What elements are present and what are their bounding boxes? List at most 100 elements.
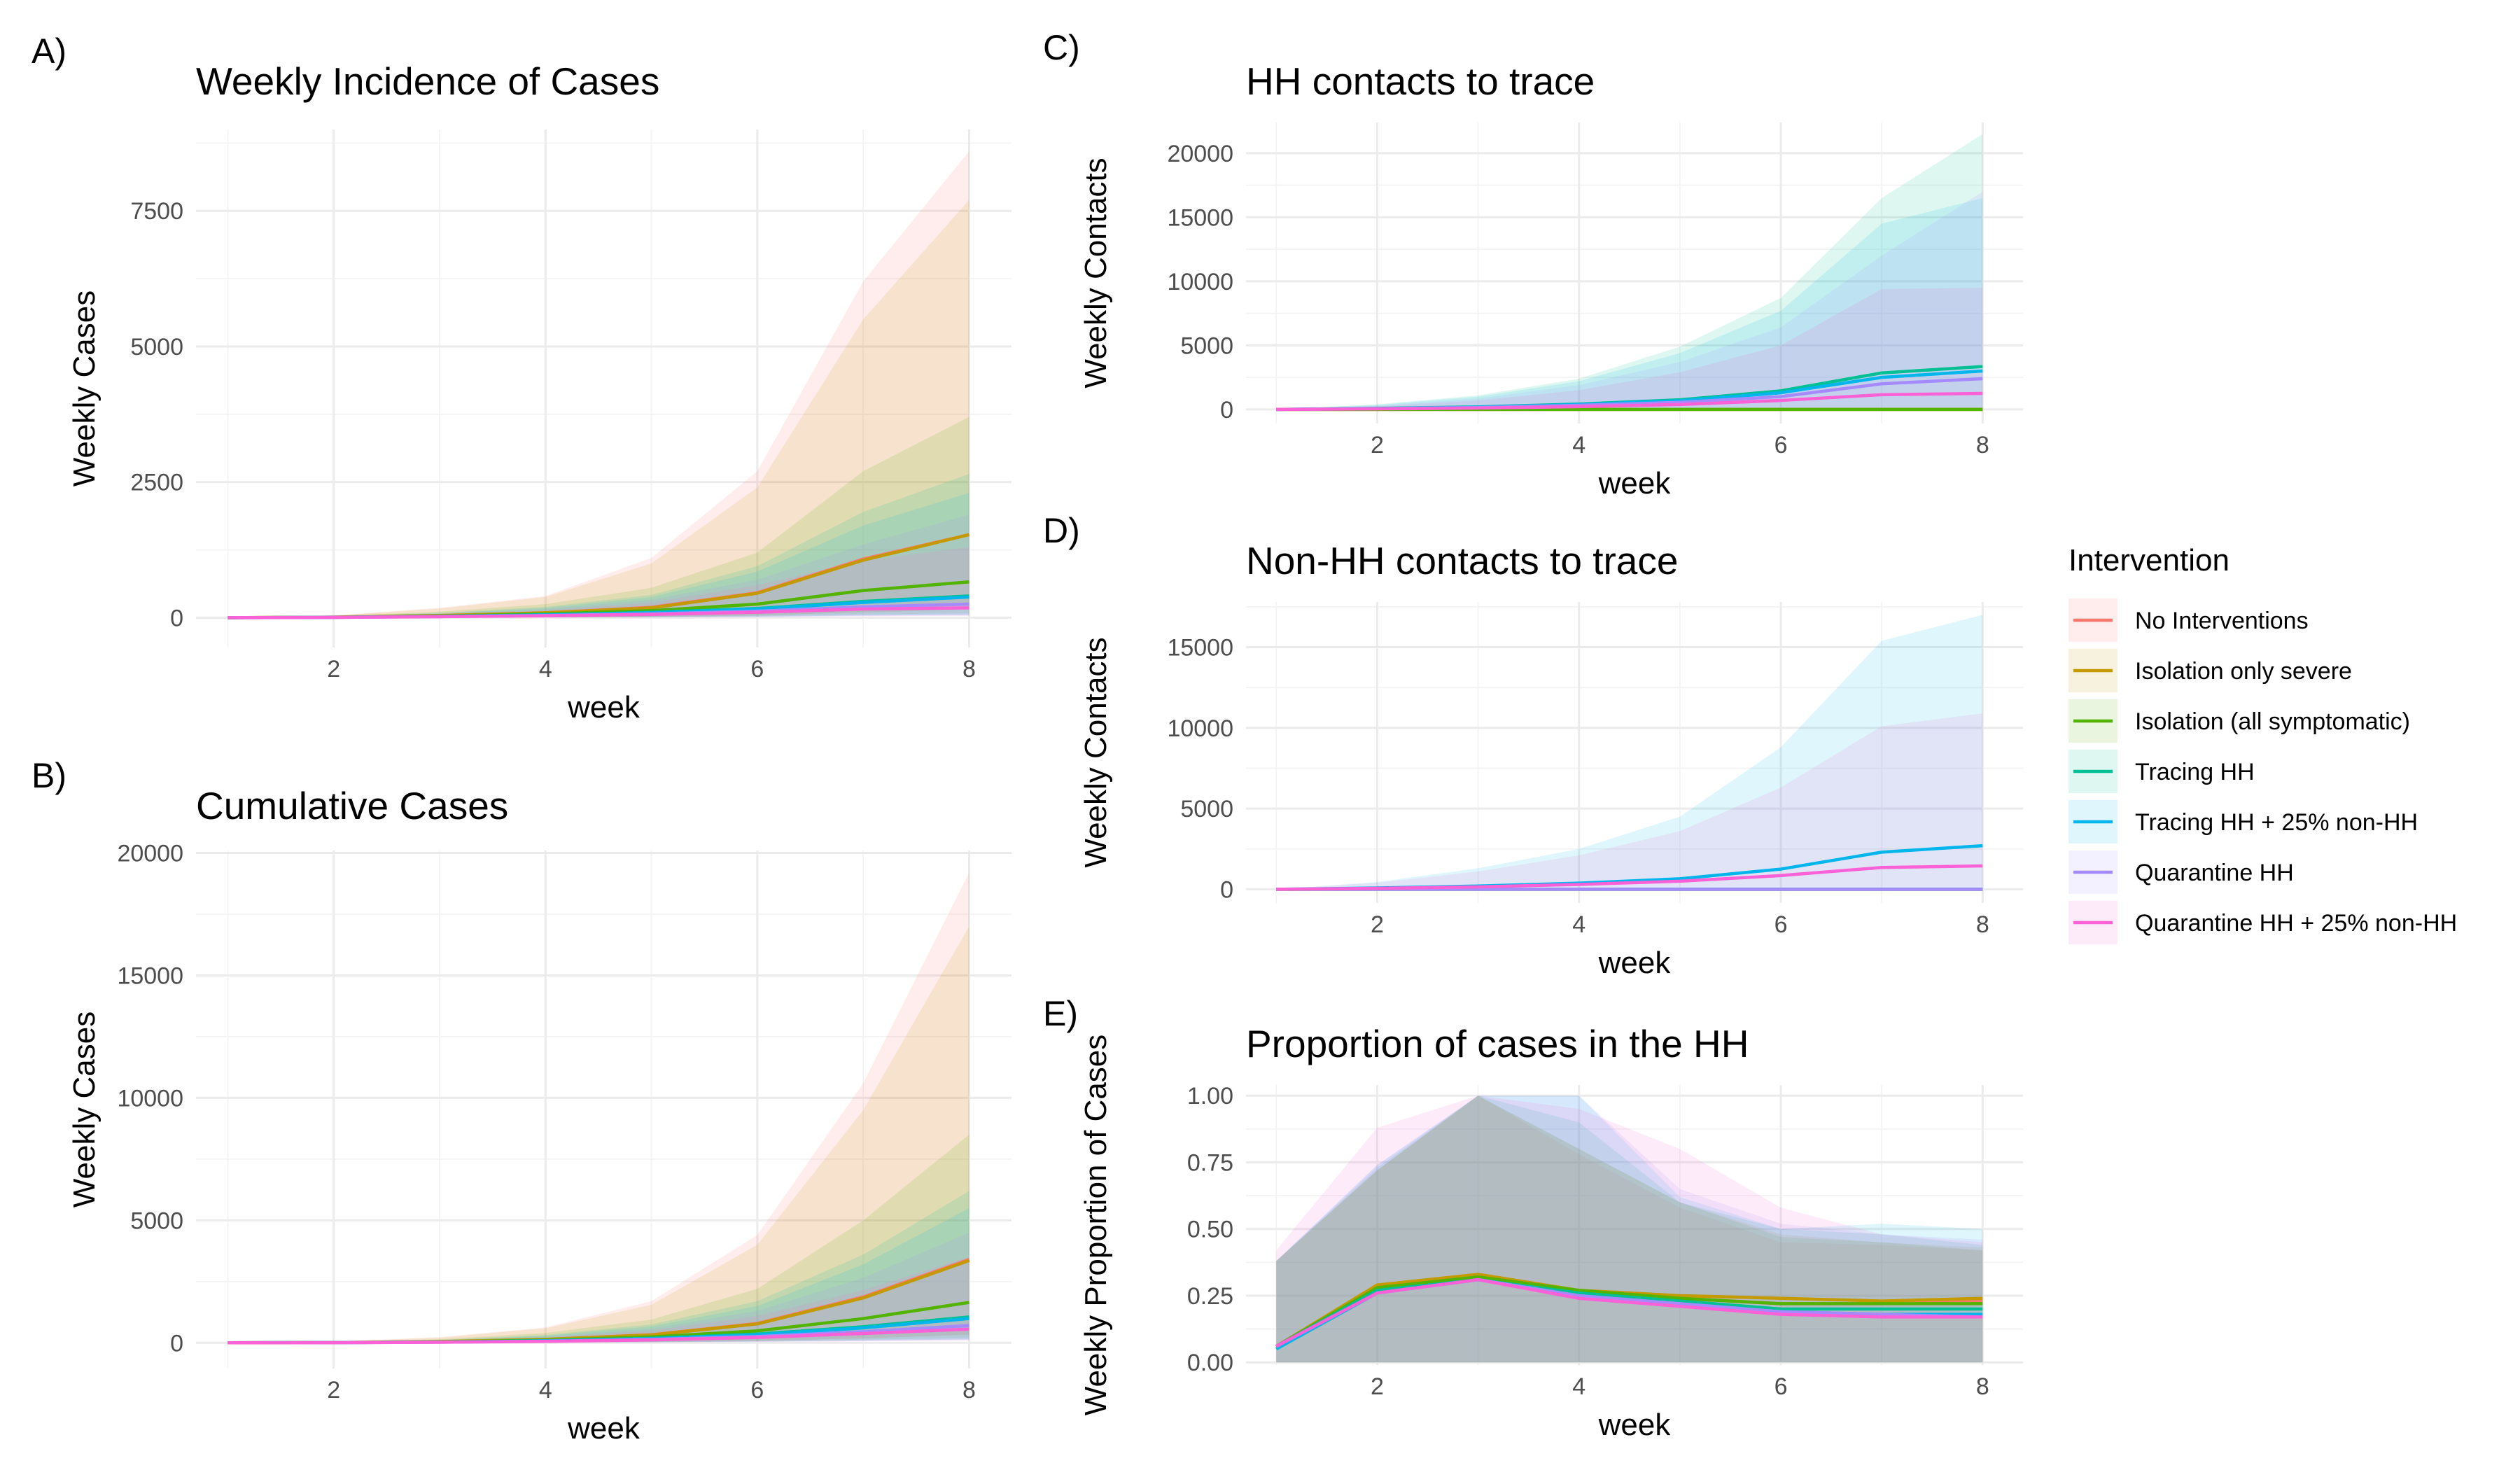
x-tick-label: 2 (327, 656, 340, 682)
y-tick-label: 5000 (130, 334, 183, 360)
legend-item: Isolation (all symptomatic) (2068, 699, 2410, 743)
y-tick-label: 0.00 (1187, 1350, 1233, 1376)
series-line-6 (1276, 391, 1983, 412)
ribbon-1 (1276, 1096, 1983, 1363)
panel-title: Proportion of cases in the HH (1246, 1022, 1749, 1065)
ribbons (1276, 1096, 1983, 1363)
ribbon-4 (1276, 1096, 1983, 1363)
y-tick-label: 15000 (1167, 635, 1233, 662)
y-tick-label: 20000 (1167, 141, 1233, 167)
x-tick-label: 2 (1371, 1373, 1384, 1400)
ribbon-2 (1276, 1096, 1983, 1363)
legend-label: Tracing HH + 25% non-HH (2135, 809, 2418, 836)
series-lines (1275, 1273, 1983, 1351)
ribbon-6 (1276, 713, 1983, 890)
legend-item: Quarantine HH + 25% non-HH (2068, 901, 2457, 944)
gridlines (196, 850, 1011, 1368)
x-tick-label: 4 (1572, 911, 1586, 938)
ribbons (227, 872, 969, 1343)
panel-e: E) Proportion of cases in the HH 2 4 6 8 0.00 0… (1043, 994, 2023, 1442)
ribbon-0 (227, 872, 969, 1343)
ribbons (1276, 615, 1983, 890)
panels: A) Weekly Incidence of Cases 2 4 6 8 0 2500 5000… (31, 28, 2023, 1446)
y-axis-label: Weekly Contacts (1079, 158, 1113, 388)
panel-title: HH contacts to trace (1246, 59, 1595, 103)
y-axis-label: Weekly Cases (67, 1011, 102, 1208)
x-tick-label: 2 (1371, 432, 1384, 458)
legend-label: Tracing HH (2135, 759, 2255, 785)
ribbon-1 (227, 200, 969, 618)
y-tick-label: 10000 (1167, 715, 1233, 742)
x-tick-label: 8 (1976, 911, 1989, 938)
x-tick-label: 2 (1371, 911, 1384, 938)
ribbon-5 (1276, 191, 1983, 410)
x-axis-label: week (1598, 1408, 1672, 1442)
series-lines (1276, 844, 1983, 891)
legend-item: Isolation only severe (2068, 649, 2352, 692)
y-tick-label: 10000 (1167, 269, 1233, 295)
y-tick-label: 5000 (1180, 332, 1233, 359)
x-tick-label: 4 (539, 656, 552, 682)
series-lines (227, 1258, 970, 1345)
legend-label: Quarantine HH + 25% non-HH (2135, 910, 2457, 937)
ribbons (227, 150, 969, 618)
series-line-6 (227, 1327, 969, 1345)
y-tick-label: 0.75 (1187, 1149, 1233, 1176)
y-tick-label: 10000 (117, 1085, 183, 1112)
y-tick-label: 1.00 (1187, 1083, 1233, 1110)
legend-item: Quarantine HH (2068, 850, 2294, 894)
ribbon-2 (227, 1134, 969, 1343)
ribbon-0 (227, 150, 969, 618)
panel-d: D) Non-HH contacts to trace 2 4 6 8 0 5000 10000… (1043, 511, 2023, 980)
panel-letter: D) (1043, 511, 1080, 550)
x-tick-label: 6 (1774, 1373, 1788, 1400)
x-tick-label: 8 (962, 1377, 976, 1404)
x-tick-label: 6 (1774, 911, 1788, 938)
ribbon-4 (227, 1208, 969, 1343)
y-tick-label: 5000 (130, 1208, 183, 1234)
gridlines (196, 130, 1011, 648)
x-tick-label: 4 (539, 1377, 552, 1404)
panel-letter: E) (1043, 994, 1078, 1033)
ribbon-4 (1276, 197, 1983, 410)
x-tick-label: 8 (1976, 432, 1989, 458)
ribbon-6 (1276, 1096, 1983, 1363)
legend-item: Tracing HH + 25% non-HH (2068, 800, 2418, 844)
ribbon-2 (227, 416, 969, 618)
x-tick-label: 2 (327, 1377, 340, 1404)
series-line-2 (1275, 1275, 1983, 1348)
x-axis-label: week (1598, 466, 1672, 500)
ribbon-3 (227, 474, 969, 618)
y-tick-label: 0.25 (1187, 1283, 1233, 1310)
series-line-3 (1275, 1278, 1983, 1348)
y-tick-label: 15000 (117, 962, 183, 989)
y-tick-label: 7500 (130, 198, 183, 225)
series-line-6 (227, 606, 969, 620)
y-tick-label: 2500 (130, 470, 183, 496)
y-tick-label: 0 (1220, 397, 1233, 424)
ribbon-1 (227, 926, 969, 1343)
panel-letter: B) (31, 756, 66, 795)
x-tick-label: 6 (750, 656, 764, 682)
panel-a: A) Weekly Incidence of Cases 2 4 6 8 0 2500 5000… (31, 31, 1011, 724)
x-tick-label: 4 (1572, 432, 1586, 458)
y-tick-label: 20000 (117, 840, 183, 867)
ribbons (1276, 134, 1983, 410)
legend-item: No Interventions (2068, 598, 2309, 642)
y-tick-label: 15000 (1167, 204, 1233, 231)
x-axis-label: week (567, 690, 640, 724)
y-tick-label: 5000 (1180, 796, 1233, 822)
y-tick-label: 0 (1220, 876, 1233, 903)
panel-title: Non-HH contacts to trace (1246, 539, 1678, 582)
ribbon-0 (1276, 1096, 1983, 1363)
legend-items: No Interventions Isolation only severe Iso… (2068, 598, 2457, 944)
x-tick-label: 6 (1774, 432, 1788, 458)
legend-label: Isolation (all symptomatic) (2135, 708, 2410, 735)
legend-label: No Interventions (2135, 608, 2309, 634)
panel-title: Cumulative Cases (196, 784, 508, 827)
legend-label: Isolation only severe (2135, 658, 2352, 685)
x-tick-label: 8 (1976, 1373, 1989, 1400)
x-tick-label: 8 (962, 656, 976, 682)
y-tick-label: 0 (170, 605, 183, 631)
legend-label: Quarantine HH (2135, 860, 2294, 886)
